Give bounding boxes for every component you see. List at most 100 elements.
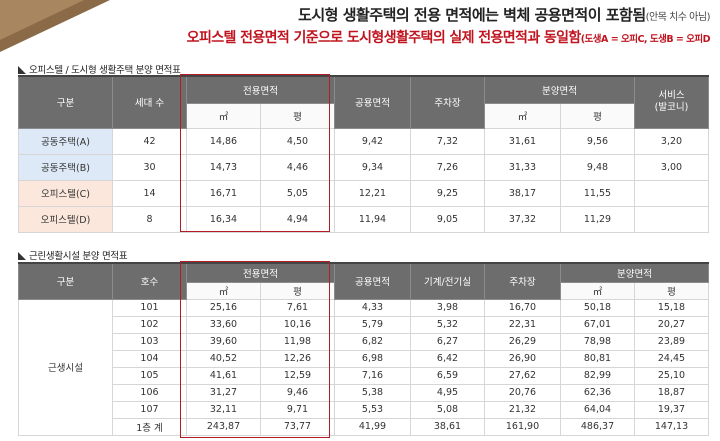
row-type-label: 공동주택(B) xyxy=(18,153,113,181)
cell-sale-py: 18,87 xyxy=(634,383,709,402)
table2-row: 103 39,60 11,98 6,82 6,27 26,29 78,98 23,89 xyxy=(19,332,709,351)
cell-room: 102 xyxy=(112,315,187,334)
table1-title: 오피스텔 / 도시형 생활주택 분양 면적표 xyxy=(18,62,181,76)
cell-room: 101 xyxy=(112,298,187,317)
cell-excl-py: 11,98 xyxy=(260,332,335,351)
cell-parking: 26,29 xyxy=(484,332,561,351)
cell-excl-py: 5,05 xyxy=(260,179,335,207)
cell-parking: 9,25 xyxy=(410,179,485,207)
cell-sale-m2: 78,98 xyxy=(560,332,635,351)
th2-common-area: 공용면적 xyxy=(334,262,411,300)
table1-title-text: 오피스텔 / 도시형 생활주택 분양 면적표 xyxy=(29,65,181,76)
th-common-area: 공용면적 xyxy=(334,75,411,129)
cell-room: 103 xyxy=(112,332,187,351)
cell-sale-m2: 31,33 xyxy=(484,153,561,181)
cell-excl-py: 7,61 xyxy=(260,298,335,317)
table1-row: 오피스텔(C) 14 16,71 5,05 12,21 9,25 38,17 11,55 xyxy=(18,179,709,207)
cell-excl-m2: 25,16 xyxy=(186,298,261,317)
cell-sale-py: 24,45 xyxy=(634,349,709,368)
th2-parking: 주차장 xyxy=(484,262,561,300)
cell-common: 7,16 xyxy=(334,366,411,385)
cell-mech: 38,61 xyxy=(410,417,485,436)
cell-parking: 22,31 xyxy=(484,315,561,334)
table2-row: 104 40,52 12,26 6,98 6,42 26,90 80,81 24,45 xyxy=(19,349,709,368)
header-line-2: 오피스텔 전용면적 기준으로 도시형생활주택의 실제 전용면적과 동일함(도생A… xyxy=(187,29,711,49)
cell-sale-m2: 37,32 xyxy=(484,205,561,233)
cell-service: 3,20 xyxy=(634,127,709,155)
cell-units: 42 xyxy=(112,127,187,155)
th-exclusive-area: 전용면적 xyxy=(186,75,335,104)
cell-sale-py: 11,29 xyxy=(560,205,635,233)
cell-excl-py: 4,94 xyxy=(260,205,335,233)
cell-common: 41,99 xyxy=(334,417,411,436)
cell-mech: 6,42 xyxy=(410,349,485,368)
cell-mech: 6,59 xyxy=(410,366,485,385)
cell-sale-m2: 38,17 xyxy=(484,179,561,207)
cell-sale-m2: 64,04 xyxy=(560,400,635,419)
cell-units: 30 xyxy=(112,153,187,181)
cell-sale-m2: 80,81 xyxy=(560,349,635,368)
cell-mech: 5,08 xyxy=(410,400,485,419)
th-parking: 주차장 xyxy=(410,75,485,129)
cell-sale-py: 15,18 xyxy=(634,298,709,317)
cell-sale-m2: 82,99 xyxy=(560,366,635,385)
cell-excl-m2: 32,11 xyxy=(186,400,261,419)
cell-sale-py: 147,13 xyxy=(634,417,709,436)
cell-excl-m2: 31,27 xyxy=(186,383,261,402)
cell-sale-m2: 31,61 xyxy=(484,127,561,155)
th-service: 서비스 (발코니) xyxy=(634,75,709,129)
cell-excl-py: 4,50 xyxy=(260,127,335,155)
th-sale-m2: ㎡ xyxy=(484,102,561,129)
cell-sale-py: 20,27 xyxy=(634,315,709,334)
th-units: 세대 수 xyxy=(112,75,187,129)
cell-excl-py: 4,46 xyxy=(260,153,335,181)
cell-parking: 7,26 xyxy=(410,153,485,181)
table2-row: 105 41,61 12,59 7,16 6,59 27,62 82,99 25,10 xyxy=(19,366,709,385)
cell-sale-py: 25,10 xyxy=(634,366,709,385)
table1-row: 공동주택(A) 42 14,86 4,50 9,42 7,32 31,61 9,56 3,20 xyxy=(18,127,709,155)
cell-sale-m2: 67,01 xyxy=(560,315,635,334)
th-sale-py: 평 xyxy=(560,102,635,129)
cell-parking: 9,05 xyxy=(410,205,485,233)
th2-excl-m2: ㎡ xyxy=(186,281,261,300)
cell-excl-m2: 39,60 xyxy=(186,332,261,351)
table2-title-text: 근린생활시설 분양 면적표 xyxy=(29,251,128,262)
table2-title: 근린생활시설 분양 면적표 xyxy=(18,248,128,262)
cell-excl-m2: 41,61 xyxy=(186,366,261,385)
corner-decoration-inner xyxy=(0,0,84,40)
th2-mech-room: 기계/전기실 xyxy=(410,262,485,300)
cell-excl-py: 12,26 xyxy=(260,349,335,368)
cell-mech: 3,98 xyxy=(410,298,485,317)
table1-row: 오피스텔(D) 8 16,34 4,94 11,94 9,05 37,32 11,29 xyxy=(18,205,709,233)
cell-common: 5,79 xyxy=(334,315,411,334)
th2-exclusive-area: 전용면적 xyxy=(186,262,335,283)
cell-excl-m2: 14,86 xyxy=(186,127,261,155)
header-line-2-note: (도생A = 오피C, 도생B = 오피D xyxy=(580,34,711,45)
th-sale-area: 분양면적 xyxy=(484,75,635,104)
table2-row: 107 32,11 9,71 5,53 5,08 21,32 64,04 19,37 xyxy=(19,400,709,419)
header-line-1-note: (안목 치수 아님) xyxy=(645,12,711,23)
cell-common: 9,42 xyxy=(334,127,411,155)
cell-excl-m2: 40,52 xyxy=(186,349,261,368)
cell-common: 11,94 xyxy=(334,205,411,233)
cell-parking: 20,76 xyxy=(484,383,561,402)
cell-service: 3,00 xyxy=(634,153,709,181)
cell-sale-m2: 62,36 xyxy=(560,383,635,402)
th-excl-m2: ㎡ xyxy=(186,102,261,129)
cell-common: 12,21 xyxy=(334,179,411,207)
cell-room: 104 xyxy=(112,349,187,368)
th2-type: 구분 xyxy=(18,262,113,300)
cell-parking: 16,70 xyxy=(484,298,561,317)
cell-excl-py: 12,59 xyxy=(260,366,335,385)
header-line-1: 도시형 생활주택의 전용 면적에는 벽체 공용면적이 포함됨(안목 치수 아님) xyxy=(187,6,710,27)
cell-excl-py: 9,71 xyxy=(260,400,335,419)
table-retail-area: 구분 호수 전용면적 공용면적 기계/전기실 주차장 분양면적 ㎡ 평 ㎡ 평 … xyxy=(18,262,709,436)
page-header: 도시형 생활주택의 전용 면적에는 벽체 공용면적이 포함됨(안목 치수 아님)… xyxy=(187,6,711,49)
cell-common: 6,98 xyxy=(334,349,411,368)
cell-excl-m2: 33,60 xyxy=(186,315,261,334)
th2-excl-py: 평 xyxy=(260,281,335,300)
cell-parking: 161,90 xyxy=(484,417,561,436)
cell-service xyxy=(634,205,709,233)
th2-sale-area: 분양면적 xyxy=(560,262,709,283)
cell-mech: 4,95 xyxy=(410,383,485,402)
